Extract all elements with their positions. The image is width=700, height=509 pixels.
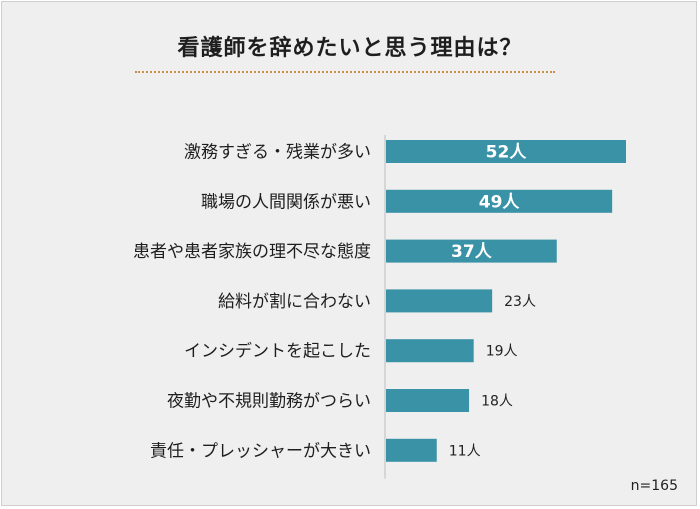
sample-size-note: n=165 <box>630 478 678 494</box>
category-label: 夜勤や不規則勤務がつらい <box>167 392 371 412</box>
data-label: 18人 <box>481 394 513 410</box>
category-label: 激務すぎる・残業が多い <box>184 143 371 163</box>
category-label: 職場の人間関係が悪い <box>201 192 371 212</box>
data-label: 11人 <box>449 443 481 459</box>
title-divider <box>135 71 555 73</box>
category-label: インシデントを起こした <box>184 341 371 362</box>
bar <box>386 239 557 263</box>
bar <box>386 189 613 213</box>
data-label: 23人 <box>504 294 536 310</box>
bar <box>386 289 493 313</box>
data-label: 37人 <box>451 242 493 262</box>
category-label: 給料が割に合わない <box>218 292 371 312</box>
bar <box>386 389 470 412</box>
chart-title: 看護師を辞めたいと思う理由は？ <box>177 36 523 61</box>
bar <box>386 140 626 163</box>
data-label: 49人 <box>479 192 521 212</box>
bar <box>386 339 474 363</box>
category-label: 患者や患者家族の理不尽な態度 <box>133 242 371 262</box>
data-label: 19人 <box>486 344 518 360</box>
data-label: 52人 <box>486 143 528 163</box>
bar <box>386 438 437 462</box>
category-label: 責任・プレッシャーが大きい <box>150 441 371 461</box>
